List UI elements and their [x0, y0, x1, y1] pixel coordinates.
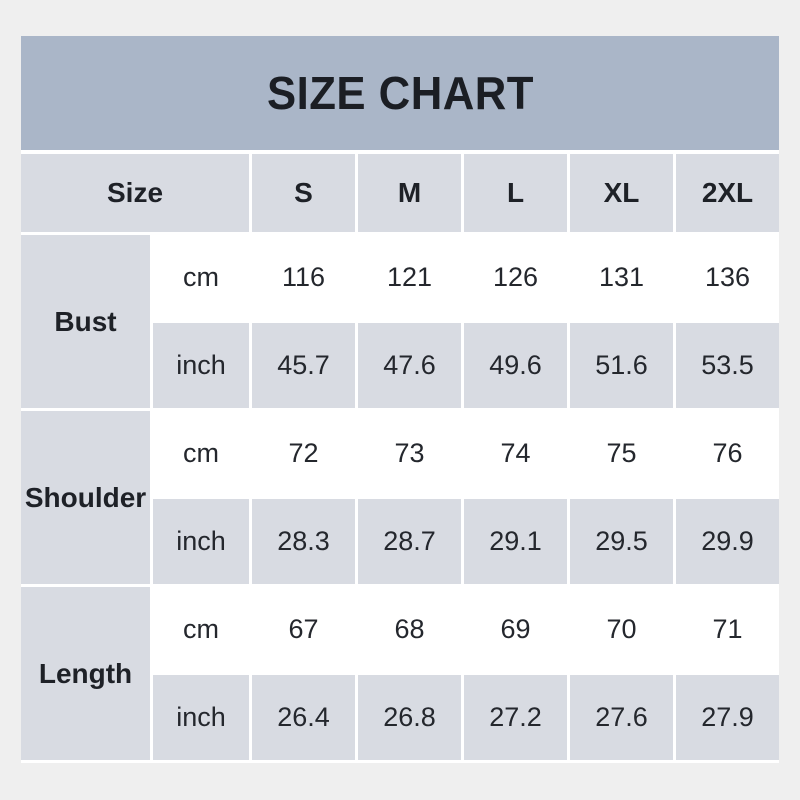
- header-cell-l: L: [464, 154, 567, 232]
- row-label-bust: Bust: [21, 235, 150, 408]
- value-cell-shoulder-cm-s: 72: [252, 411, 355, 496]
- value-cell-length-cm-m: 68: [358, 587, 461, 672]
- value-cell-shoulder-cm-l: 74: [464, 411, 567, 496]
- value-cell-length-inch-s: 26.4: [252, 675, 355, 760]
- value-cell-length-inch-xl: 27.6: [570, 675, 673, 760]
- header-cell-size: Size: [21, 154, 249, 232]
- value-cell-length-cm-2xl: 71: [676, 587, 779, 672]
- value-cell-bust-cm-l: 126: [464, 235, 567, 320]
- value-cell-length-inch-2xl: 27.9: [676, 675, 779, 760]
- value-cell-shoulder-inch-s: 28.3: [252, 499, 355, 584]
- header-cell-xl: XL: [570, 154, 673, 232]
- value-cell-bust-inch-2xl: 53.5: [676, 323, 779, 408]
- row-label-shoulder: Shoulder: [21, 411, 150, 584]
- value-cell-length-cm-xl: 70: [570, 587, 673, 672]
- header-cell-m: M: [358, 154, 461, 232]
- unit-cell-length-cm: cm: [153, 587, 249, 672]
- size-chart-title: SIZE CHART: [266, 67, 534, 119]
- value-cell-shoulder-inch-l: 29.1: [464, 499, 567, 584]
- value-cell-bust-cm-2xl: 136: [676, 235, 779, 320]
- unit-cell-bust-inch: inch: [153, 323, 249, 408]
- value-cell-bust-cm-s: 116: [252, 235, 355, 320]
- unit-cell-length-inch: inch: [153, 675, 249, 760]
- row-label-length: Length: [21, 587, 150, 760]
- unit-cell-shoulder-inch: inch: [153, 499, 249, 584]
- value-cell-shoulder-inch-2xl: 29.9: [676, 499, 779, 584]
- value-cell-length-cm-l: 69: [464, 587, 567, 672]
- value-cell-length-cm-s: 67: [252, 587, 355, 672]
- header-cell-s: S: [252, 154, 355, 232]
- value-cell-bust-cm-xl: 131: [570, 235, 673, 320]
- value-cell-bust-cm-m: 121: [358, 235, 461, 320]
- value-cell-bust-inch-xl: 51.6: [570, 323, 673, 408]
- value-cell-bust-inch-m: 47.6: [358, 323, 461, 408]
- value-cell-shoulder-cm-m: 73: [358, 411, 461, 496]
- value-cell-length-inch-l: 27.2: [464, 675, 567, 760]
- value-cell-bust-inch-l: 49.6: [464, 323, 567, 408]
- value-cell-shoulder-inch-m: 28.7: [358, 499, 461, 584]
- value-cell-length-inch-m: 26.8: [358, 675, 461, 760]
- value-cell-bust-inch-s: 45.7: [252, 323, 355, 408]
- unit-cell-bust-cm: cm: [153, 235, 249, 320]
- size-table: Size S M L XL 2XL Bust cm 116 121 126 13…: [21, 154, 779, 760]
- unit-cell-shoulder-cm: cm: [153, 411, 249, 496]
- value-cell-shoulder-inch-xl: 29.5: [570, 499, 673, 584]
- value-cell-shoulder-cm-2xl: 76: [676, 411, 779, 496]
- header-cell-2xl: 2XL: [676, 154, 779, 232]
- size-chart: SIZE CHART Size S M L XL 2XL Bust cm 116…: [21, 36, 779, 763]
- value-cell-shoulder-cm-xl: 75: [570, 411, 673, 496]
- size-chart-title-bar: SIZE CHART: [21, 36, 779, 150]
